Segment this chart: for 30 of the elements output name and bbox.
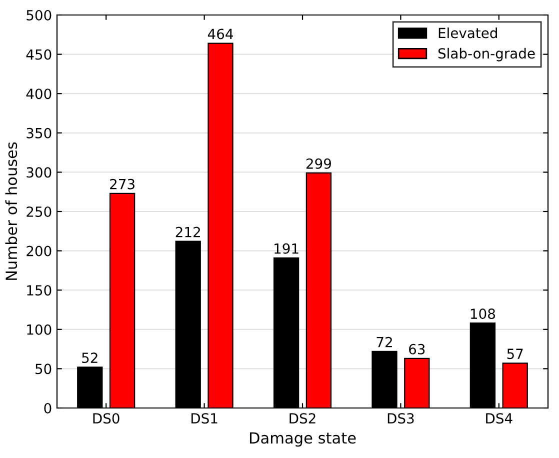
x-tick-label: DS1 [191,413,218,424]
data-label: 273 [110,178,134,190]
x-tick-label: DS2 [290,413,316,424]
x-tick-label: DS3 [388,413,414,424]
data-label: 212 [176,226,200,238]
data-label: 52 [82,352,98,364]
data-label: 191 [274,243,298,254]
x-tick-label: DS4 [486,413,512,424]
y-tick-label: 500 [26,10,52,20]
data-label: 299 [306,158,331,169]
y-tick-label: 200 [26,246,52,256]
data-label: 63 [409,344,425,354]
y-tick-label: 300 [26,167,52,178]
y-tick-label: 50 [36,364,52,374]
data-label: 108 [470,308,495,320]
y-axis-title: Number of houses [5,142,18,280]
data-label: 57 [507,348,523,360]
y-tick-label: 150 [27,285,52,296]
y-tick-label: 450 [26,49,52,60]
x-tick-label: DS0 [93,413,120,424]
y-tick-label: 0 [44,402,52,414]
y-tick-label: 350 [26,128,52,138]
data-label: 464 [208,28,233,40]
y-tick-label: 250 [26,206,52,217]
legend-label: Slab-on-grade [438,48,535,62]
y-tick-label: 100 [27,324,52,335]
x-axis-title: Damage state [250,432,356,447]
y-tick-label: 400 [26,88,52,100]
legend-label: Elevated [438,28,497,38]
data-label: 72 [376,336,392,348]
